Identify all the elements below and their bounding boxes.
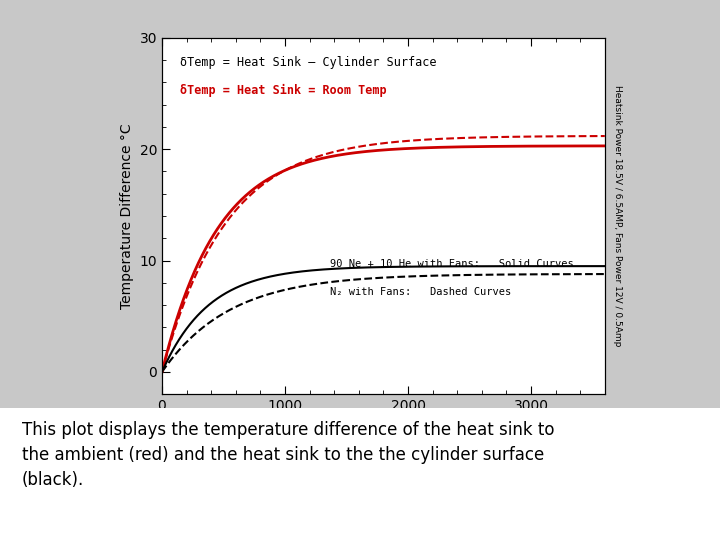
X-axis label: Time (sec): Time (sec) [343,418,423,434]
Y-axis label: Temperature Difference °C: Temperature Difference °C [120,123,134,309]
Text: 90 Ne + 10 He with Fans:   Solid Curves: 90 Ne + 10 He with Fans: Solid Curves [330,259,574,269]
Text: N₂ with Fans:   Dashed Curves: N₂ with Fans: Dashed Curves [330,287,511,298]
Text: δTemp = Heat Sink = Room Temp: δTemp = Heat Sink = Room Temp [180,84,387,97]
Text: δTemp = Heat Sink – Cylinder Surface: δTemp = Heat Sink – Cylinder Surface [180,56,436,69]
Text: This plot displays the temperature difference of the heat sink to
the ambient (r: This plot displays the temperature diffe… [22,421,554,489]
Y-axis label: Heatsink Power 18.5V / 6.5AMP, Fans Power 12V / 0.5Amp: Heatsink Power 18.5V / 6.5AMP, Fans Powe… [613,85,622,347]
